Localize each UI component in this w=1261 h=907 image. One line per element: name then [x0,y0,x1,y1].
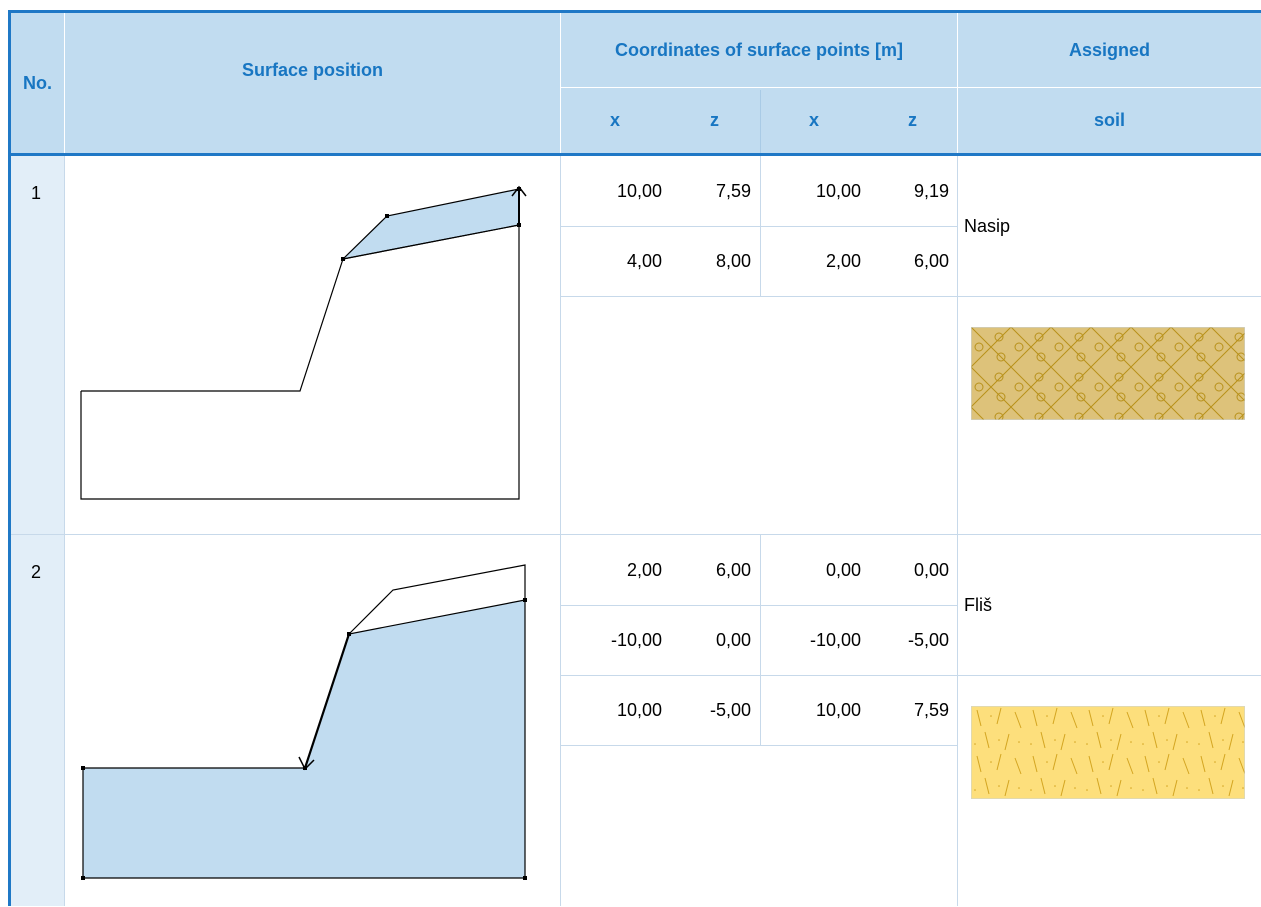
cell-z2: -5,00 [907,630,949,650]
cell-z1: 7,59 [715,181,751,201]
node-point [523,598,527,602]
soil-name: Nasip [964,216,1011,236]
grid-line [760,535,761,746]
cell-x2: 10,00 [815,700,861,720]
node-point [81,876,85,880]
node-point [523,876,527,880]
header-no-label: No. [23,72,52,93]
grid-line [11,534,1261,535]
row-number: 2 [31,562,42,582]
cell-x2: 10,00 [815,181,861,201]
header-soil: soil [958,88,1261,153]
no-column-bg [11,156,64,906]
flysch-hatch-pattern-icon [971,706,1245,799]
terrain-outline [80,224,520,500]
cell-z2: 6,00 [913,251,949,271]
node-point [347,632,351,636]
header-bottom-rule [11,153,1261,156]
node-point [303,766,307,770]
header-coords-label: Coordinates of surface points [m] [614,39,904,60]
node-point [341,257,345,261]
grid-line [560,296,1261,297]
grid-line [560,745,957,746]
header-divider [64,13,65,153]
cell-x2: -10,00 [809,630,861,650]
header-position: Surface position [65,13,560,153]
row-number: 1 [31,183,42,203]
node-point [81,766,85,770]
header-divider [957,13,958,153]
header-z1: z [669,88,760,153]
header-x2-label: x [808,110,819,130]
cell-z1: 8,00 [715,251,751,271]
table-frame [8,10,1261,906]
header-x2: x [760,88,868,153]
grid-line [560,605,957,606]
header-assigned: Assigned [958,13,1261,87]
header-assigned-label: Assigned [1068,39,1151,60]
node-point [385,214,389,218]
grid-line [560,226,957,227]
cell-x2: 0,00 [825,560,861,580]
direction-arrow [303,633,351,769]
nasip-surface-region [341,188,520,260]
grid-line [560,156,561,906]
header-z1-label: z [710,110,719,130]
header-coords: Coordinates of surface points [m] [561,13,957,87]
soil-name: Fliš [964,595,992,615]
cell-x1: 4,00 [626,251,662,271]
header-z2-label: z [908,110,917,130]
grid-line [64,156,65,906]
cell-z2: 0,00 [913,560,949,580]
cell-z1: -5,00 [709,700,751,720]
cell-x1: 10,00 [616,700,662,720]
surface-diagram-2 [81,564,527,880]
header-x1-label: x [609,110,620,130]
header-no: No. [11,13,64,153]
header-z2: z [868,88,957,153]
surface-diagram-1 [80,185,527,500]
cell-x1: 10,00 [616,181,662,201]
node-point [517,223,521,227]
cell-x1: 2,00 [626,560,662,580]
gravel-hatch-pattern-icon [971,327,1245,420]
header-soil-label: soil [1093,110,1125,130]
upper-layer-outline [348,564,526,635]
cell-z1: 0,00 [715,630,751,650]
cell-x2: 2,00 [825,251,861,271]
cell-z2: 9,19 [913,181,949,201]
header-divider [760,90,761,153]
cell-z2: 7,59 [913,700,949,720]
header-position-label: Surface position [241,59,384,80]
cell-z1: 6,00 [715,560,751,580]
flis-surface-region [82,599,526,879]
header-x1: x [561,88,669,153]
cell-x1: -10,00 [610,630,662,650]
node-point [517,187,521,191]
grid-line [957,156,958,906]
header-divider [560,13,561,153]
grid-line [560,675,1261,676]
